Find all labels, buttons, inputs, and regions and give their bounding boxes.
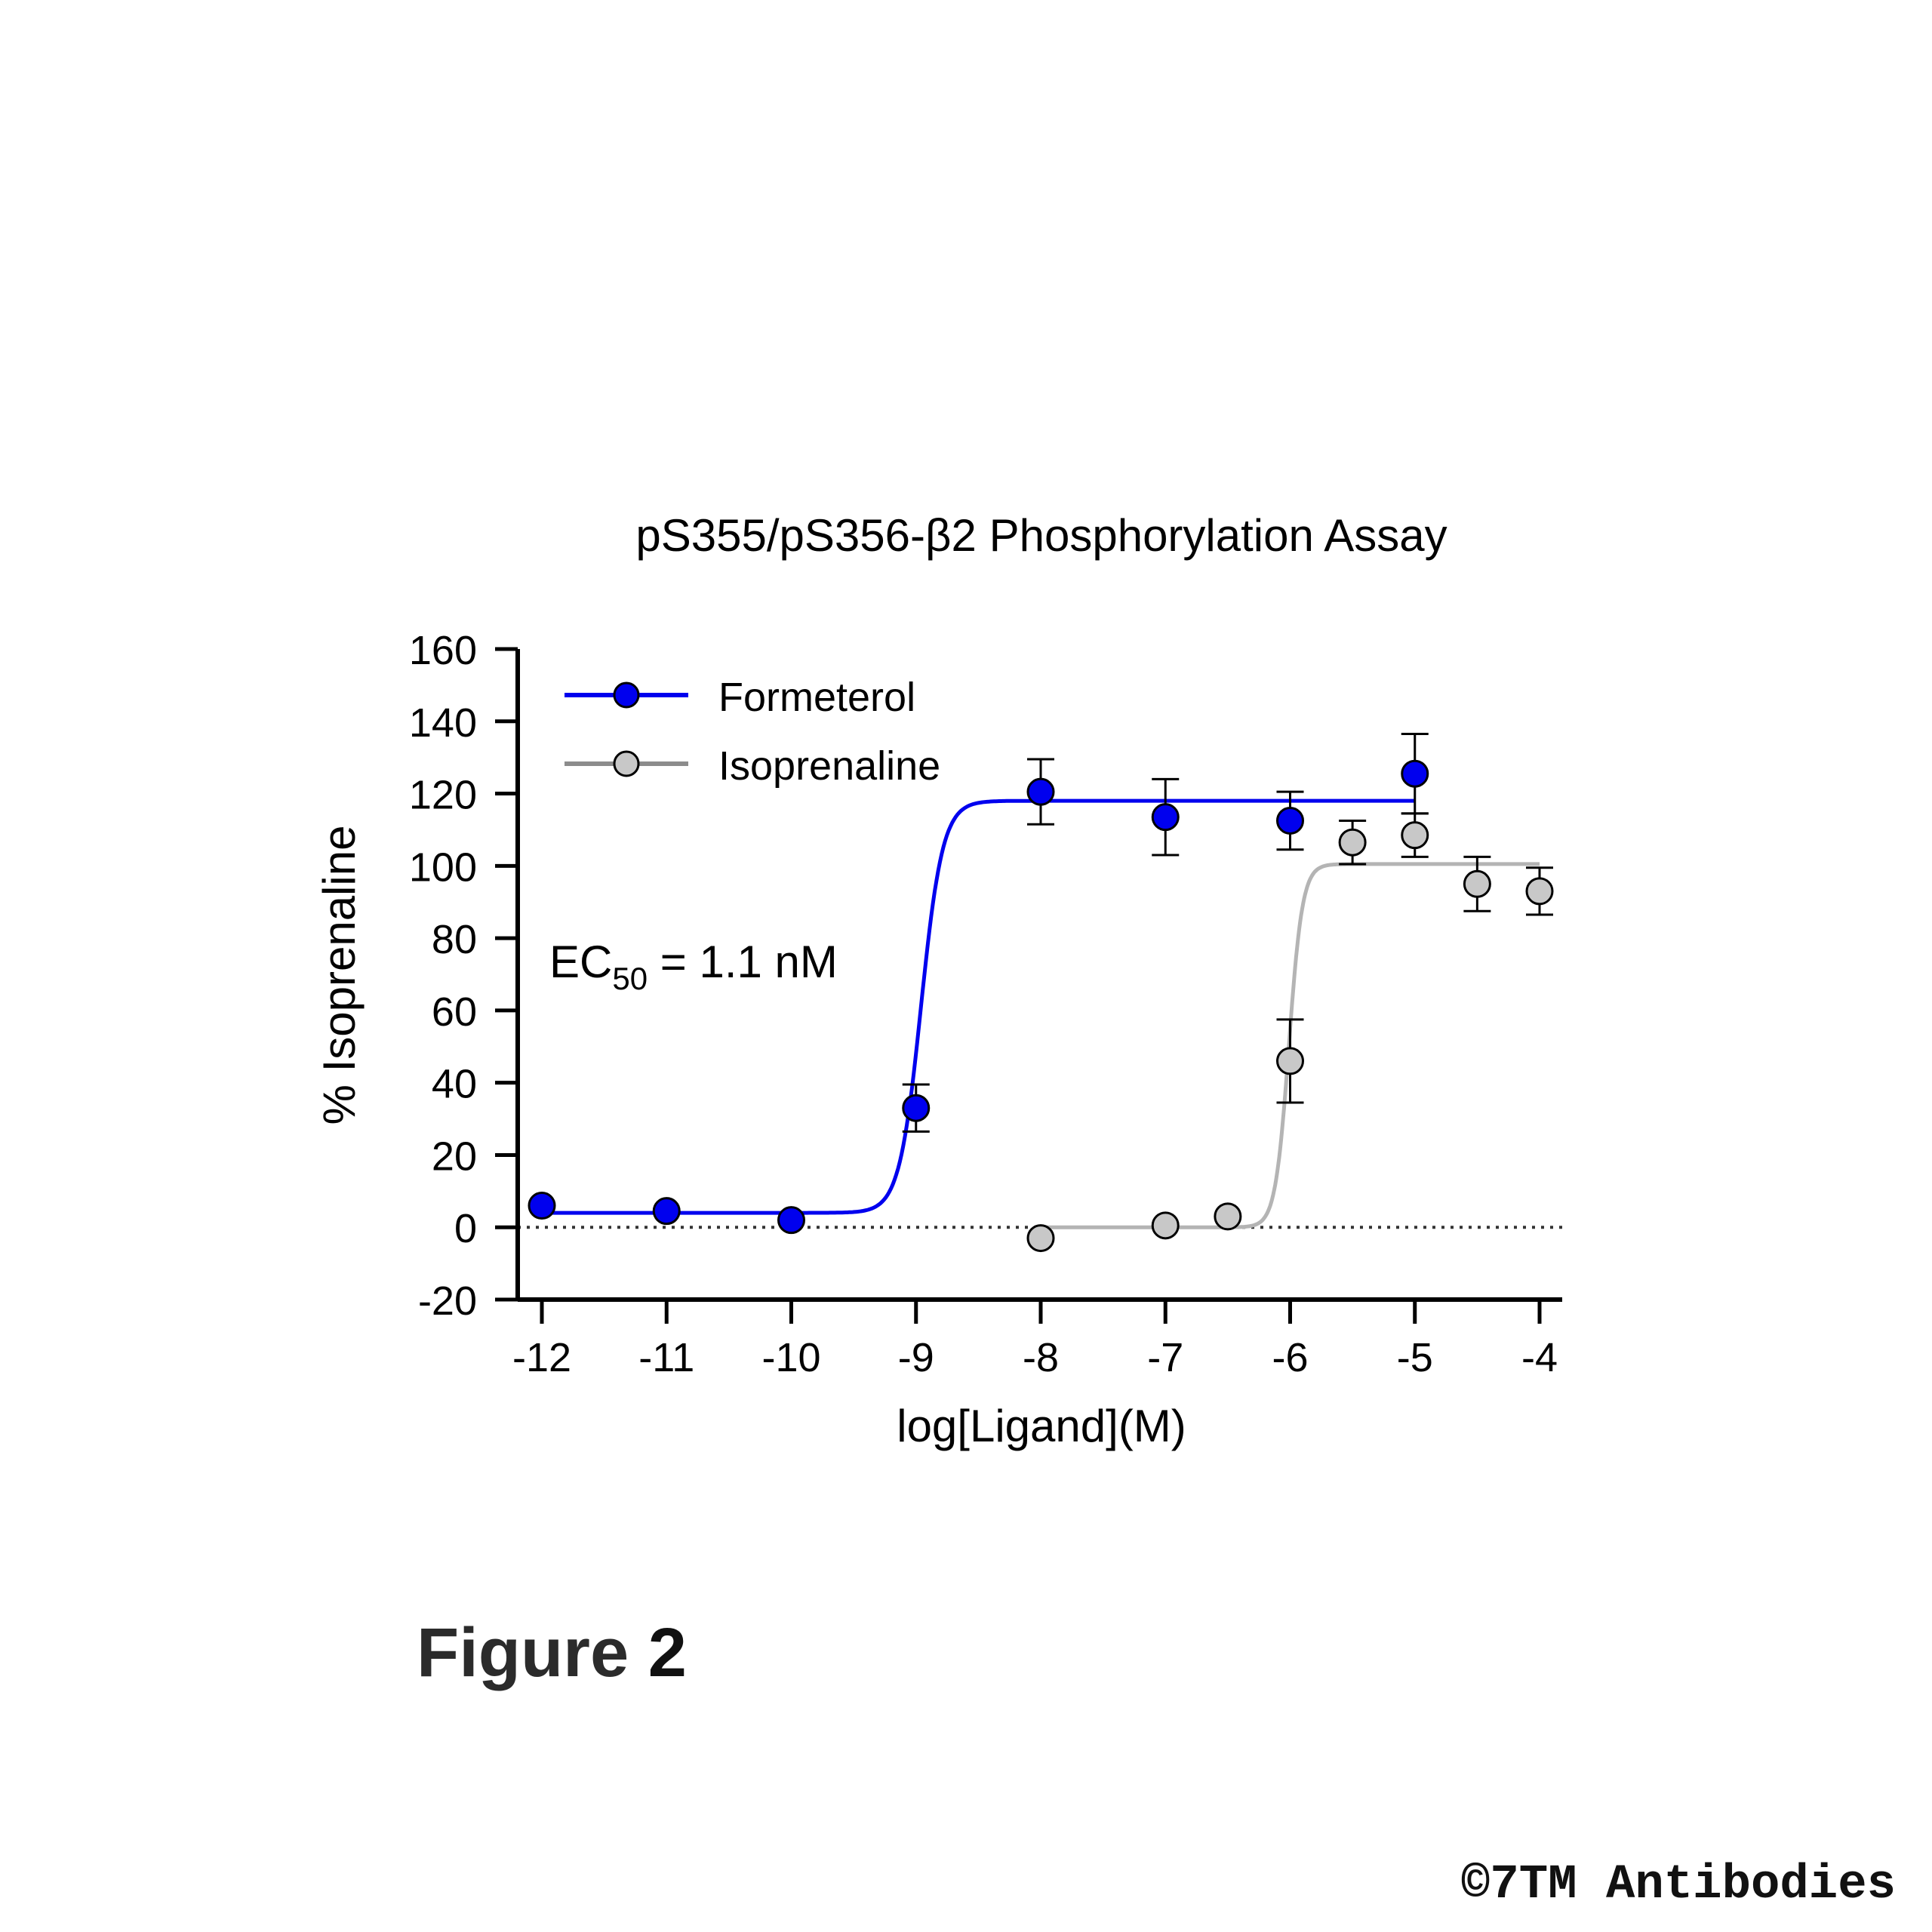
data-point-isoprenaline [1338,828,1367,857]
x-tick-label: -6 [1272,1335,1308,1380]
data-point-formeterol [528,1191,556,1220]
legend: Formeterol Isoprenaline [565,675,940,789]
figure-label-word: Figure [417,1614,629,1691]
data-point-isoprenaline [1214,1202,1242,1231]
data-point-isoprenaline [1151,1211,1180,1240]
x-tick-label: -4 [1521,1335,1558,1380]
ec50-value: = 1.1 nM [648,937,838,987]
data-point-isoprenaline [1276,1047,1304,1075]
figure-label-number: 2 [648,1614,687,1691]
data-point-isoprenaline [1026,1224,1055,1253]
x-tick-label: -7 [1147,1335,1183,1380]
x-tick-label: -12 [512,1335,571,1380]
legend-marker-isoprenaline [613,750,640,777]
y-axis-label: % Isoprenaline [314,826,365,1125]
y-tick-label: 100 [409,844,477,890]
y-tick-label: 40 [432,1062,477,1107]
ec50-subscript: 50 [612,961,648,996]
chart-title: pS355/pS356-β2 Phosphorylation Assay [635,510,1447,561]
legend-label-formeterol: Formeterol [718,675,915,720]
y-tick-label: 0 [454,1206,477,1251]
data-point-formeterol [1401,759,1429,788]
fit-curve-formeterol [542,798,1415,1215]
data-point-formeterol [777,1206,805,1235]
y-tick-label: 80 [432,917,477,962]
x-tick-label: -5 [1397,1335,1433,1380]
data-point-formeterol [1276,806,1304,835]
y-tick-label: 160 [409,628,477,673]
x-tick-label: -8 [1023,1335,1059,1380]
data-point-formeterol [1026,777,1055,806]
data-point-formeterol [1151,803,1180,832]
ec50-prefix: EC [549,937,612,987]
data-point-isoprenaline [1401,821,1429,850]
x-tick-label: -11 [638,1335,694,1380]
x-axis-label: log[Ligand](M) [897,1401,1186,1451]
y-tick-label: 120 [409,773,477,818]
y-tick-label: -20 [418,1278,477,1324]
data-point-isoprenaline [1525,877,1554,906]
data-point-formeterol [652,1197,681,1226]
y-tick-label: 60 [432,989,477,1035]
figure-label: Figure 2 [417,1614,687,1693]
data-point-isoprenaline [1463,869,1491,898]
data-point-formeterol [902,1094,931,1122]
x-axis-ticks: -12 -11 -10 -9 -8 -7 -6 -5 -4 [512,1300,1558,1380]
x-tick-label: -10 [761,1335,820,1380]
copyright-notice: ©7TM Antibodies [1460,1858,1896,1912]
y-tick-label: 140 [409,700,477,746]
x-tick-label: -9 [898,1335,934,1380]
ec50-annotation: EC50 = 1.1 nM [549,937,838,996]
legend-label-isoprenaline: Isoprenaline [718,743,940,789]
legend-marker-formeterol [613,681,640,709]
plot-area [518,733,1562,1253]
y-tick-label: 20 [432,1134,477,1179]
y-axis-ticks: 160 140 120 100 80 60 40 20 0 -20 [409,628,518,1324]
